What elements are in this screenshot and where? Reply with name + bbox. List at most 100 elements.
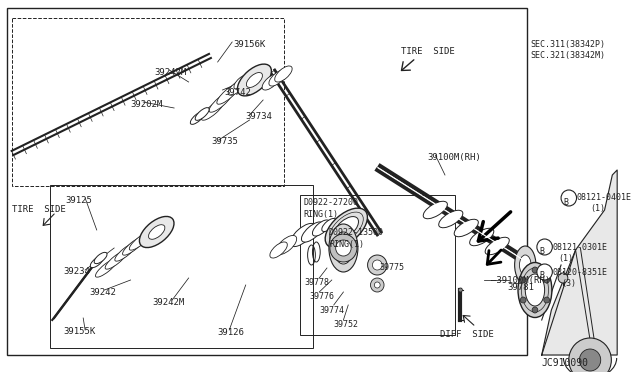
Ellipse shape [454,219,478,237]
Ellipse shape [334,217,358,240]
Ellipse shape [148,225,165,239]
Text: 39100M(RH): 39100M(RH) [428,153,481,162]
Text: (1): (1) [558,254,573,263]
Ellipse shape [269,70,286,86]
Ellipse shape [438,210,463,228]
Bar [300,195,454,335]
Text: 39125: 39125 [66,196,93,205]
Text: DIFF  SIDE: DIFF SIDE [440,330,494,339]
Circle shape [458,288,462,292]
Ellipse shape [237,64,271,96]
Text: (3): (3) [561,279,576,288]
Text: 39202M: 39202M [131,100,163,109]
Text: 39242: 39242 [89,288,116,297]
Ellipse shape [333,232,353,264]
Text: SEC.311(38342P): SEC.311(38342P) [530,40,605,49]
Text: (1): (1) [590,204,605,213]
Circle shape [520,297,526,303]
Circle shape [374,282,380,288]
Bar [12,18,284,186]
Circle shape [520,277,526,283]
Text: D0922-27200: D0922-27200 [304,198,359,207]
Ellipse shape [525,274,545,306]
Circle shape [367,255,387,275]
Ellipse shape [190,112,204,124]
Text: TIRE  SIDE: TIRE SIDE [12,205,65,214]
Text: 39778: 39778 [305,278,330,287]
Ellipse shape [246,73,262,87]
Circle shape [532,267,538,273]
Ellipse shape [312,220,330,236]
Ellipse shape [485,237,509,255]
Ellipse shape [105,251,127,269]
Ellipse shape [301,222,323,242]
Ellipse shape [228,81,244,95]
Ellipse shape [95,259,117,277]
Ellipse shape [129,232,151,250]
Text: 39775: 39775 [379,263,404,272]
Circle shape [335,240,351,256]
Text: 08121-0301E: 08121-0301E [552,243,607,252]
Text: 39776: 39776 [310,292,335,301]
Text: 39234: 39234 [64,267,91,276]
Circle shape [372,260,382,270]
Ellipse shape [329,224,358,272]
Text: 39735: 39735 [211,137,237,146]
Ellipse shape [325,208,367,248]
Text: TIRE  SIDE: TIRE SIDE [401,47,455,56]
Text: RING(1): RING(1) [304,210,339,219]
Circle shape [544,297,550,303]
Circle shape [537,264,552,280]
Circle shape [569,338,611,372]
Circle shape [544,277,550,283]
Ellipse shape [94,252,107,264]
Circle shape [561,190,577,206]
Text: —39100M(RH): —39100M(RH) [492,276,550,285]
Ellipse shape [276,235,297,254]
Ellipse shape [234,75,250,89]
Text: SEC.321(38342M): SEC.321(38342M) [530,51,605,60]
Ellipse shape [270,242,287,258]
Text: 39742: 39742 [225,88,252,97]
Text: 39155K: 39155K [63,327,95,336]
Ellipse shape [209,92,232,112]
Circle shape [330,234,357,262]
Ellipse shape [90,256,103,267]
Ellipse shape [423,201,447,219]
Circle shape [558,273,568,283]
Text: 39734: 39734 [246,112,273,121]
Text: JC910090: JC910090 [541,358,589,368]
Text: 39156K: 39156K [233,40,266,49]
Ellipse shape [275,66,292,82]
Text: 39242M: 39242M [155,68,187,77]
Text: B: B [540,272,544,280]
Circle shape [371,278,384,292]
Ellipse shape [217,84,240,104]
Ellipse shape [262,74,280,90]
Ellipse shape [195,108,209,121]
Bar [7,8,527,355]
Text: RING(1): RING(1) [329,240,364,249]
Circle shape [537,239,552,255]
Ellipse shape [115,243,137,261]
Text: 39752: 39752 [333,320,359,329]
Ellipse shape [322,218,336,231]
Circle shape [532,307,538,313]
Ellipse shape [518,263,552,317]
Ellipse shape [140,217,174,247]
Text: D0922-13500: D0922-13500 [329,228,384,237]
Ellipse shape [122,237,145,255]
Text: 08121-0401E: 08121-0401E [577,193,632,202]
Text: 08120-8351E: 08120-8351E [552,268,607,277]
Text: 39774: 39774 [319,306,344,315]
Ellipse shape [202,100,224,120]
Ellipse shape [515,246,536,284]
Text: B: B [540,247,544,256]
Text: 39126: 39126 [218,328,244,337]
Bar [51,185,314,348]
Circle shape [579,349,601,371]
Ellipse shape [290,224,316,247]
Ellipse shape [520,255,531,275]
Ellipse shape [470,228,494,246]
Polygon shape [541,170,617,355]
